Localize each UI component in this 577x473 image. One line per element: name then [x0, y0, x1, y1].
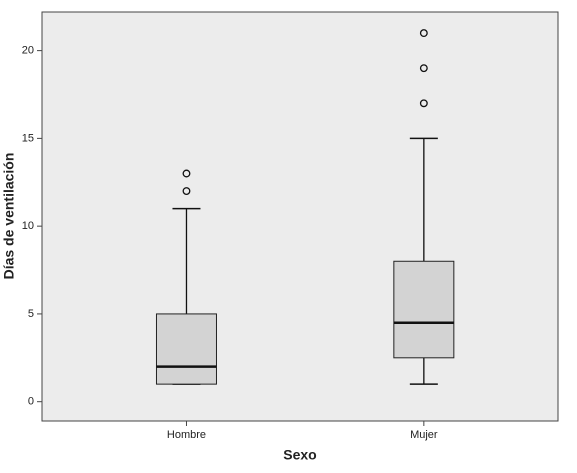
y-tick-label: 20: [22, 45, 34, 57]
plot-area: [41, 11, 559, 422]
outlier: [419, 64, 428, 73]
outlier: [419, 99, 428, 108]
y-tick-label: 0: [28, 396, 34, 408]
y-axis-title: Días de ventilación: [1, 153, 17, 280]
x-axis-title: Sexo: [283, 447, 316, 463]
x-tick-label: Hombre: [167, 429, 206, 441]
y-tick-label: 5: [28, 308, 34, 320]
box: [155, 313, 217, 385]
outlier: [182, 187, 191, 195]
box: [393, 260, 455, 359]
y-tick-label: 15: [22, 132, 34, 144]
x-tick-label: Mujer: [410, 429, 438, 441]
y-tick-label: 10: [22, 220, 34, 232]
outlier: [182, 169, 191, 178]
outlier: [419, 29, 428, 38]
